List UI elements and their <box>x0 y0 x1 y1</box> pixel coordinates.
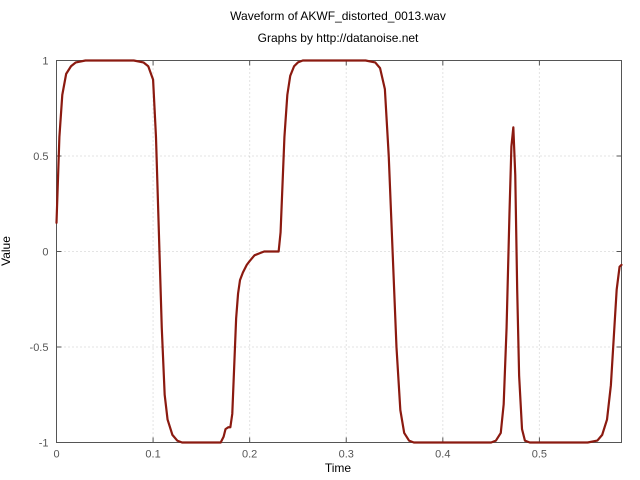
y-tick-label: 0 <box>42 247 48 259</box>
x-tick-label: 0.5 <box>532 449 547 461</box>
y-tick-label: -0.5 <box>30 342 49 354</box>
y-axis-label: Value <box>0 236 13 266</box>
axis-ticks: 0 0.1 0.2 0.3 0.4 0.5 1 0.5 0 -0.5 -1 <box>30 56 622 461</box>
x-tick-label: 0 <box>53 449 59 461</box>
x-tick-label: 0.3 <box>339 449 354 461</box>
x-tick-label: 0.2 <box>242 449 257 461</box>
waveform-series-line <box>55 59 623 444</box>
x-tick-label: 0.1 <box>145 449 160 461</box>
y-tick-label: 1 <box>42 56 48 68</box>
chart-subtitle: Graphs by http://datanoise.net <box>258 31 419 45</box>
grid-lines <box>56 60 622 443</box>
x-axis-label: Time <box>325 461 352 475</box>
chart-title: Waveform of AKWF_distorted_0013.wav <box>230 9 446 23</box>
x-tick-label: 0.4 <box>435 449 450 461</box>
y-tick-label: -1 <box>39 438 49 450</box>
y-tick-label: 0.5 <box>33 151 48 163</box>
